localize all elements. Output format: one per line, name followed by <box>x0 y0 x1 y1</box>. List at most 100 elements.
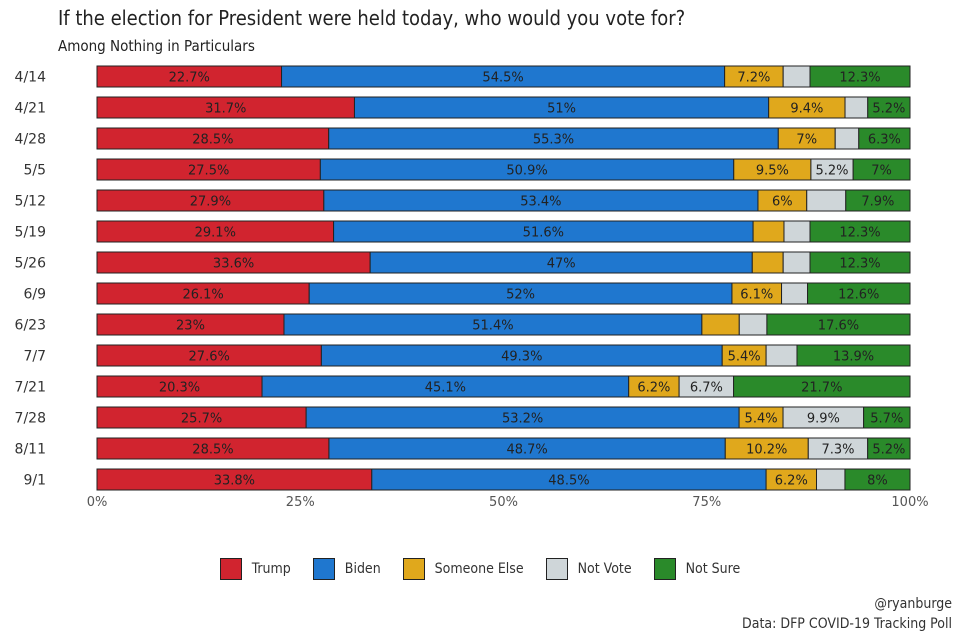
chart-title: If the election for President were held … <box>58 6 686 30</box>
bar-segment-not_vote <box>816 468 846 491</box>
bar-segment-not_sure <box>733 375 911 398</box>
bar-segment-not_sure <box>867 437 911 460</box>
x-tick-label: 0% <box>87 495 108 510</box>
data-label: 45.1% <box>425 381 466 396</box>
legend-label: Someone Else <box>434 561 524 577</box>
legend-swatch <box>312 558 335 580</box>
bar-segment-not_vote <box>781 282 809 305</box>
data-label: 10.2% <box>746 443 787 458</box>
bar-segment-not_sure <box>807 282 911 305</box>
y-tick-label: 9/1 <box>23 473 46 489</box>
legend-swatch <box>219 558 242 580</box>
bar-segment-someone_else <box>751 251 784 274</box>
chart-subtitle: Among Nothing in Particulars <box>58 37 255 55</box>
data-label: 33.6% <box>213 257 254 272</box>
data-label: 52% <box>506 288 535 303</box>
bar-segment-not_sure <box>766 313 911 336</box>
data-label: 28.5% <box>192 133 233 148</box>
legend-item-someone_else: Someone Else <box>402 558 524 580</box>
legend-item-biden: Biden <box>312 558 381 580</box>
bar-segment-not_vote <box>806 189 847 212</box>
data-label: 5.2% <box>816 164 849 179</box>
data-label: 12.3% <box>839 257 880 272</box>
bar-segment-not_sure <box>809 65 911 88</box>
data-label: 53.2% <box>502 412 543 427</box>
data-label: 12.3% <box>839 226 880 241</box>
data-label: 54.5% <box>482 71 523 86</box>
data-label: 6.2% <box>775 474 808 489</box>
legend-label: Biden <box>344 561 381 577</box>
data-label: 5.2% <box>872 102 905 117</box>
data-label: 6.7% <box>690 381 723 396</box>
data-label: 6.1% <box>740 288 773 303</box>
data-label: 51.4% <box>472 319 513 334</box>
data-label: 7.3% <box>821 443 854 458</box>
y-tick-label: 5/26 <box>15 256 47 272</box>
y-tick-label: 7/7 <box>23 349 46 365</box>
legend-item-not_sure: Not Sure <box>653 558 741 580</box>
y-tick-label: 4/14 <box>15 70 47 86</box>
legend-label: Trump <box>251 561 291 577</box>
bar-segment-not_vote <box>782 65 811 88</box>
legend-item-not_vote: Not Vote <box>545 558 632 580</box>
data-label: 20.3% <box>159 381 200 396</box>
data-label: 5.4% <box>728 350 761 365</box>
bar-segment-not_vote <box>844 96 869 119</box>
data-label: 7% <box>796 133 817 148</box>
data-label: 55.3% <box>533 133 574 148</box>
data-label: 27.6% <box>189 350 230 365</box>
legend-label: Not Sure <box>685 561 741 577</box>
author-handle: @ryanburge <box>874 596 952 612</box>
legend-label: Not Vote <box>577 561 632 577</box>
y-tick-label: 6/23 <box>15 318 46 334</box>
data-label: 13.9% <box>833 350 874 365</box>
legend-swatch <box>545 558 568 580</box>
data-label: 6.2% <box>637 381 670 396</box>
data-source: Data: DFP COVID-19 Tracking Poll <box>742 616 952 632</box>
bar-segment-not_vote <box>834 127 860 150</box>
data-label: 12.3% <box>839 71 880 86</box>
y-tick-label: 8/11 <box>15 442 46 458</box>
data-label: 8% <box>867 474 888 489</box>
y-tick-label: 7/28 <box>15 411 46 427</box>
chart-legend: Trump Biden Someone Else Not Vote Not Sure <box>0 558 960 580</box>
data-label: 7.9% <box>861 195 894 210</box>
bar-segment-not_sure <box>844 468 911 491</box>
data-label: 12.6% <box>838 288 879 303</box>
data-label: 28.5% <box>192 443 233 458</box>
data-label: 50.9% <box>506 164 547 179</box>
bar-segment-not_sure <box>867 96 911 119</box>
data-label: 5.2% <box>872 443 905 458</box>
bar-segment-not_vote <box>738 313 768 336</box>
data-label: 23% <box>176 319 205 334</box>
data-label: 27.9% <box>190 195 231 210</box>
bar-segment-not_sure <box>796 344 911 367</box>
data-label: 9.5% <box>756 164 789 179</box>
data-label: 49.3% <box>501 350 542 365</box>
data-label: 6% <box>772 195 793 210</box>
data-label: 25.7% <box>181 412 222 427</box>
data-label: 31.7% <box>205 102 246 117</box>
bar-segment-someone_else <box>752 220 785 243</box>
data-label: 9.9% <box>807 412 840 427</box>
data-label: 48.5% <box>548 474 589 489</box>
y-tick-label: 5/19 <box>15 225 46 241</box>
data-label: 33.8% <box>214 474 255 489</box>
data-label: 48.7% <box>506 443 547 458</box>
data-label: 21.7% <box>801 381 842 396</box>
y-tick-label: 5/5 <box>23 163 46 179</box>
bar-segment-not_sure <box>858 127 911 150</box>
x-tick-label: 75% <box>692 495 721 510</box>
data-label: 27.5% <box>188 164 229 179</box>
data-label: 51.6% <box>523 226 564 241</box>
legend-swatch <box>402 558 425 580</box>
data-label: 6.3% <box>868 133 901 148</box>
data-label: 5.4% <box>745 412 778 427</box>
data-label: 53.4% <box>520 195 561 210</box>
data-label: 22.7% <box>169 71 210 86</box>
data-label: 47% <box>547 257 576 272</box>
y-tick-label: 4/21 <box>15 101 46 117</box>
bar-segment-not_sure <box>852 158 911 181</box>
data-label: 9.4% <box>790 102 823 117</box>
